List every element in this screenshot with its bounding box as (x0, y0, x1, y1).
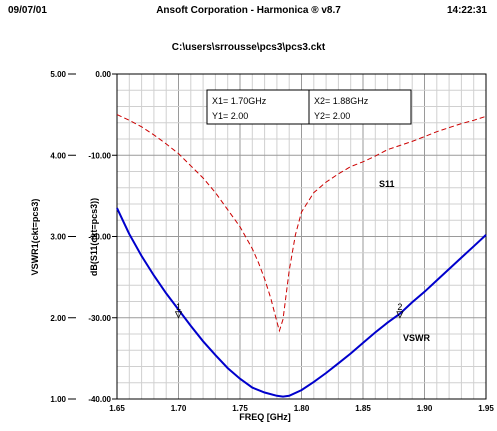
x-tick-label: 1.75 (232, 404, 248, 413)
x-tick-label: 1.85 (355, 404, 371, 413)
right-tick-labels: 0.00 -10.00 -20.00 -30.00 -40.00 (88, 70, 117, 404)
db-tick-label: -30.00 (88, 314, 111, 323)
db-tick-label: -10.00 (88, 151, 111, 160)
db-tick-label: 0.00 (95, 70, 111, 79)
marker-1-symbol (174, 311, 183, 319)
x-axis-label: FREQ [GHz] (239, 412, 291, 422)
x-tick-label: 1.95 (478, 404, 494, 413)
marker-y2-text: Y2= 2.00 (314, 111, 350, 121)
circuit-path: C:\users\srrousse\pcs3\pcs3.ckt (171, 42, 326, 53)
left-y-axis-label: VSWR1(ckt=pcs3) (30, 199, 40, 276)
x-tick-label: 1.70 (171, 404, 187, 413)
s11-curve (116, 114, 487, 333)
db-tick-label: -40.00 (88, 395, 111, 404)
series-group (116, 114, 487, 398)
s11-trace-label: S11 (379, 179, 395, 189)
left-tick-label: 2.00 (50, 314, 66, 323)
grid-lines (117, 74, 486, 399)
left-tick-label: 1.00 (50, 395, 66, 404)
left-tick-label: 3.00 (50, 233, 66, 242)
x-tick-label: 1.90 (417, 404, 433, 413)
marker-readout-box: X1= 1.70GHz Y1= 2.00 X2= 1.88GHz Y2= 2.0… (206, 89, 412, 125)
x-tick-labels: 1.65 1.70 1.75 1.80 1.85 1.90 1.95 (109, 404, 494, 413)
marker-x1-text: X1= 1.70GHz (212, 96, 267, 106)
header-time: 14:22:31 (446, 5, 487, 16)
left-tick-labels: 5.00 4.00 3.00 2.00 1.00 (50, 70, 76, 404)
marker-x2-text: X2= 1.88GHz (314, 96, 369, 106)
x-tick-label: 1.80 (294, 404, 310, 413)
db-tick-label: -20.00 (88, 233, 111, 242)
vswr-trace-label: VSWR (403, 333, 431, 343)
x-tick-label: 1.65 (109, 404, 125, 413)
header-title: Ansoft Corporation - Harmonica ® v8.7 (156, 5, 341, 16)
marker-2-symbol (396, 311, 404, 319)
header-date: 09/07/01 (8, 5, 47, 16)
right-y-axis-label: dB(S11(ckt=pcs3)) (89, 198, 99, 276)
left-tick-label: 4.00 (50, 151, 66, 160)
marker-y1-text: Y1= 2.00 (212, 111, 248, 121)
marker-1-label: 1 (176, 302, 181, 312)
marker-2-label: 2 (397, 302, 402, 312)
vswr-curve (116, 207, 487, 398)
left-tick-label: 5.00 (50, 70, 66, 79)
